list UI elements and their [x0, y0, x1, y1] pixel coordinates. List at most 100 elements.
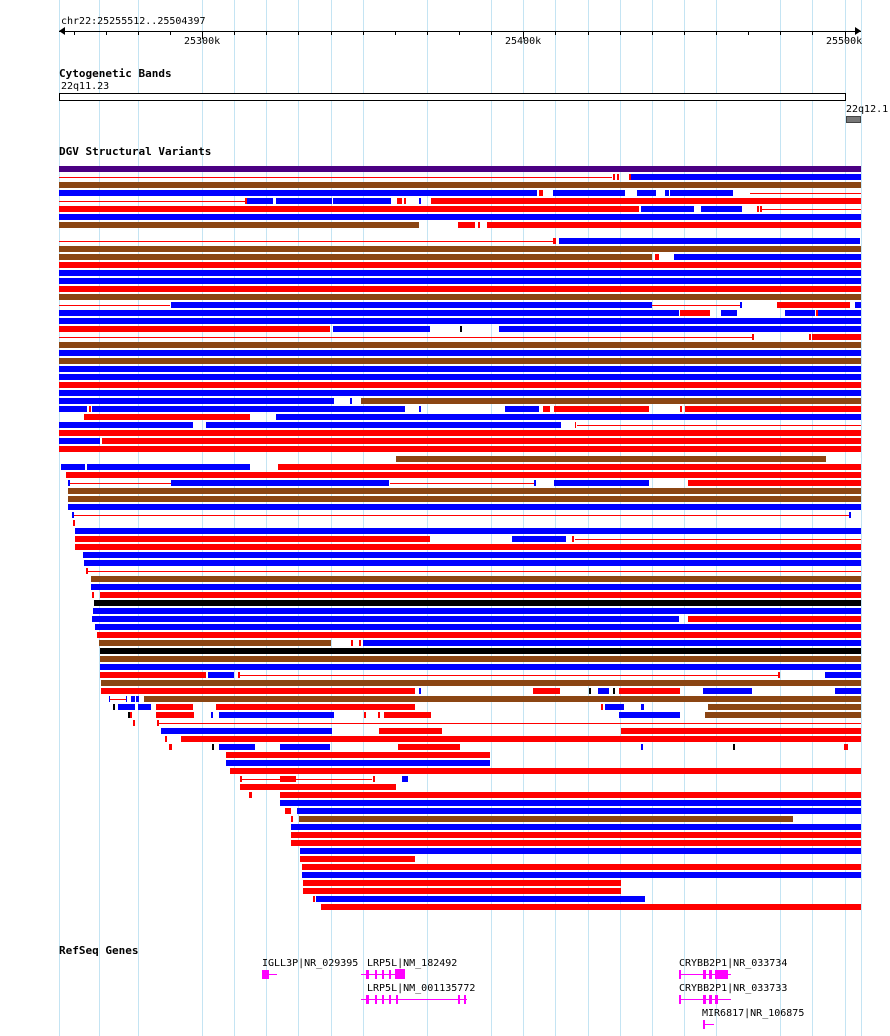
variant-connector[interactable]: [159, 723, 861, 724]
structural-variant[interactable]: [613, 174, 615, 180]
structural-variant[interactable]: [655, 254, 659, 260]
structural-variant[interactable]: [553, 190, 625, 196]
structural-variant[interactable]: [752, 334, 754, 340]
structural-variant[interactable]: [138, 704, 151, 710]
structural-variant[interactable]: [303, 880, 621, 886]
structural-variant[interactable]: [629, 174, 631, 180]
structural-variant[interactable]: [59, 358, 861, 364]
structural-variant[interactable]: [539, 190, 543, 196]
structural-variant[interactable]: [333, 326, 430, 332]
structural-variant[interactable]: [303, 888, 621, 894]
structural-variant[interactable]: [398, 744, 460, 750]
structural-variant[interactable]: [554, 480, 649, 486]
structural-variant[interactable]: [333, 198, 391, 204]
structural-variant[interactable]: [230, 768, 861, 774]
structural-variant[interactable]: [350, 398, 352, 404]
structural-variant[interactable]: [59, 390, 861, 396]
structural-variant[interactable]: [133, 720, 135, 726]
structural-variant[interactable]: [75, 536, 430, 542]
structural-variant[interactable]: [619, 712, 680, 718]
structural-variant[interactable]: [130, 712, 132, 718]
gene-label[interactable]: IGLL3P|NR_029395: [262, 958, 359, 969]
structural-variant[interactable]: [777, 302, 850, 308]
structural-variant[interactable]: [208, 672, 234, 678]
variant-connector[interactable]: [59, 177, 612, 178]
variant-connector[interactable]: [70, 483, 171, 484]
structural-variant[interactable]: [131, 696, 135, 702]
structural-variant[interactable]: [721, 310, 737, 316]
structural-variant[interactable]: [601, 704, 603, 710]
structural-variant[interactable]: [534, 480, 536, 486]
structural-variant[interactable]: [641, 704, 644, 710]
structural-variant[interactable]: [226, 760, 490, 766]
structural-variant[interactable]: [216, 704, 415, 710]
structural-variant[interactable]: [631, 174, 861, 180]
structural-variant[interactable]: [297, 808, 861, 814]
structural-variant[interactable]: [487, 222, 861, 228]
structural-variant[interactable]: [171, 480, 389, 486]
structural-variant[interactable]: [680, 310, 710, 316]
structural-variant[interactable]: [361, 398, 861, 404]
structural-variant[interactable]: [94, 600, 861, 606]
structural-variant[interactable]: [291, 816, 293, 822]
structural-variant[interactable]: [818, 310, 861, 316]
variant-connector[interactable]: [390, 483, 534, 484]
structural-variant[interactable]: [809, 334, 811, 340]
variant-connector[interactable]: [74, 515, 849, 516]
structural-variant[interactable]: [100, 592, 861, 598]
variant-connector[interactable]: [750, 193, 861, 194]
structural-variant[interactable]: [83, 552, 861, 558]
structural-variant[interactable]: [291, 824, 861, 830]
structural-variant[interactable]: [733, 744, 735, 750]
structural-variant[interactable]: [419, 198, 421, 204]
structural-variant[interactable]: [641, 744, 643, 750]
structural-variant[interactable]: [59, 318, 861, 324]
structural-variant[interactable]: [575, 422, 576, 428]
structural-variant[interactable]: [280, 792, 861, 798]
structural-variant[interactable]: [136, 696, 139, 702]
structural-variant[interactable]: [849, 512, 851, 518]
variant-connector[interactable]: [110, 699, 126, 700]
structural-variant[interactable]: [364, 712, 366, 718]
structural-variant[interactable]: [68, 496, 861, 502]
structural-variant[interactable]: [59, 278, 861, 284]
variant-connector[interactable]: [575, 539, 861, 540]
structural-variant[interactable]: [219, 712, 334, 718]
structural-variant[interactable]: [460, 326, 462, 332]
gene-label[interactable]: MIR6817|NR_106875: [702, 1008, 805, 1019]
structural-variant[interactable]: [543, 406, 550, 412]
structural-variant[interactable]: [59, 262, 861, 268]
structural-variant[interactable]: [240, 784, 396, 790]
structural-variant[interactable]: [359, 640, 361, 646]
structural-variant[interactable]: [701, 206, 742, 212]
structural-variant[interactable]: [144, 696, 861, 702]
structural-variant[interactable]: [680, 406, 682, 412]
structural-variant[interactable]: [670, 190, 733, 196]
structural-variant[interactable]: [59, 374, 861, 380]
structural-variant[interactable]: [101, 680, 861, 686]
structural-variant[interactable]: [300, 848, 861, 854]
structural-variant[interactable]: [113, 704, 115, 710]
structural-variant[interactable]: [431, 198, 861, 204]
structural-variant[interactable]: [156, 704, 193, 710]
gene-label[interactable]: CRYBB2P1|NR_033733: [679, 983, 788, 994]
structural-variant[interactable]: [59, 382, 861, 388]
structural-variant[interactable]: [92, 616, 679, 622]
variant-connector[interactable]: [59, 241, 554, 242]
structural-variant[interactable]: [181, 736, 861, 742]
structural-variant[interactable]: [280, 744, 330, 750]
structural-variant[interactable]: [505, 406, 539, 412]
structural-variant[interactable]: [458, 222, 475, 228]
structural-variant[interactable]: [499, 326, 861, 332]
structural-variant[interactable]: [61, 464, 85, 470]
structural-variant[interactable]: [637, 190, 656, 196]
structural-variant[interactable]: [855, 302, 861, 308]
structural-variant[interactable]: [373, 776, 375, 782]
structural-variant[interactable]: [512, 536, 566, 542]
structural-variant[interactable]: [299, 816, 793, 822]
structural-variant[interactable]: [59, 214, 861, 220]
structural-variant[interactable]: [397, 198, 402, 204]
structural-variant[interactable]: [91, 576, 861, 582]
structural-variant[interactable]: [102, 438, 861, 444]
structural-variant[interactable]: [84, 560, 861, 566]
